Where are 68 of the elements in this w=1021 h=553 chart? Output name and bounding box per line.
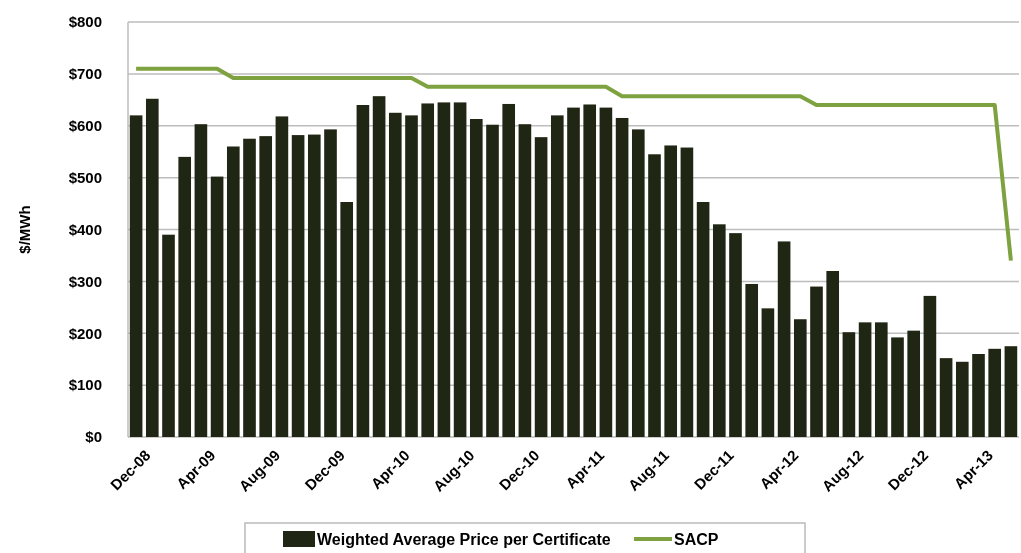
bar [826, 271, 840, 437]
bar [437, 102, 451, 437]
y-tick-label: $600 [68, 117, 102, 134]
bar [356, 105, 370, 437]
bar [858, 322, 872, 437]
bar [259, 136, 273, 437]
bar [226, 146, 240, 437]
bar [761, 308, 775, 437]
bar [631, 129, 645, 437]
bar [502, 103, 516, 437]
bar [615, 117, 629, 437]
bar [842, 332, 856, 437]
bar [712, 224, 726, 437]
bar [599, 107, 613, 437]
bar [567, 107, 580, 437]
bar [729, 233, 742, 437]
legend-label: Weighted Average Price per Certificate [317, 531, 611, 548]
bar [988, 348, 1002, 437]
y-axis-title: $/MWh [16, 205, 33, 254]
bar [648, 154, 661, 437]
bar [891, 337, 904, 437]
bar [178, 156, 192, 437]
y-tick-label: $800 [68, 13, 102, 31]
bar [583, 104, 597, 437]
bar [923, 295, 937, 437]
y-tick-label: $700 [68, 65, 102, 83]
bar [405, 115, 418, 437]
y-tick-label: $200 [68, 324, 102, 342]
bar [955, 361, 969, 437]
bar [777, 241, 791, 437]
y-tick-label: $100 [68, 376, 102, 394]
bar [388, 112, 402, 437]
bar [664, 145, 678, 437]
bar [486, 124, 499, 437]
bar [972, 354, 985, 437]
bar [372, 96, 386, 437]
bar [453, 102, 467, 437]
bar [1004, 346, 1018, 437]
bar [810, 286, 823, 437]
y-tick-label: $500 [68, 168, 102, 186]
bar [874, 322, 888, 437]
bar [939, 358, 953, 437]
bar [162, 234, 175, 437]
bar [194, 124, 208, 437]
bar [145, 98, 159, 437]
bar [340, 202, 354, 437]
bar [696, 202, 710, 437]
bar [469, 119, 483, 437]
bar [291, 135, 305, 437]
y-tick-label: $300 [68, 272, 102, 290]
bar [534, 137, 548, 437]
bar [680, 147, 694, 437]
bar [745, 283, 759, 437]
bar [550, 115, 564, 437]
bar [243, 138, 256, 437]
bar [210, 176, 224, 437]
bar [324, 129, 337, 437]
bar [907, 330, 921, 437]
bar [129, 115, 143, 437]
y-tick-label: $0 [85, 428, 102, 446]
bar [421, 103, 435, 437]
line-series [134, 66, 1013, 263]
bar [275, 116, 289, 437]
legend-label: SACP [674, 531, 719, 548]
bar [793, 319, 807, 437]
y-tick-label: $400 [68, 220, 102, 238]
bar [307, 134, 321, 437]
bar [518, 124, 532, 437]
